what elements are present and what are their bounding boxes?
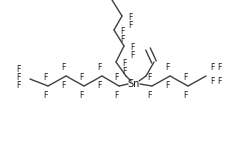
- Text: F: F: [97, 81, 101, 89]
- Text: F: F: [147, 73, 151, 82]
- Text: F: F: [79, 73, 83, 82]
- Text: F: F: [115, 0, 119, 3]
- Text: F: F: [16, 82, 20, 90]
- Text: F: F: [122, 66, 126, 76]
- Text: F: F: [165, 62, 169, 72]
- Text: F: F: [61, 62, 65, 72]
- Text: F: F: [210, 62, 214, 72]
- Text: F: F: [128, 13, 132, 22]
- Text: F: F: [122, 59, 126, 68]
- Text: F: F: [79, 90, 83, 100]
- Text: F: F: [61, 81, 65, 89]
- Text: F: F: [128, 20, 132, 30]
- Text: F: F: [120, 35, 124, 43]
- Text: F: F: [165, 81, 169, 89]
- Text: F: F: [129, 0, 133, 3]
- Text: F: F: [114, 73, 118, 82]
- Text: F: F: [210, 77, 214, 85]
- Text: F: F: [16, 65, 20, 75]
- Text: F: F: [16, 74, 20, 83]
- Text: F: F: [147, 90, 151, 100]
- Text: F: F: [130, 51, 134, 59]
- Text: F: F: [217, 77, 221, 85]
- Text: F: F: [43, 90, 47, 100]
- Text: F: F: [43, 73, 47, 82]
- Text: F: F: [120, 28, 124, 36]
- Text: F: F: [183, 73, 187, 82]
- Text: Sn: Sn: [128, 79, 140, 89]
- Text: F: F: [114, 90, 118, 100]
- Text: F: F: [217, 62, 221, 72]
- Text: F: F: [97, 62, 101, 72]
- Text: F: F: [122, 0, 126, 3]
- Text: F: F: [130, 43, 134, 53]
- Text: F: F: [183, 90, 187, 100]
